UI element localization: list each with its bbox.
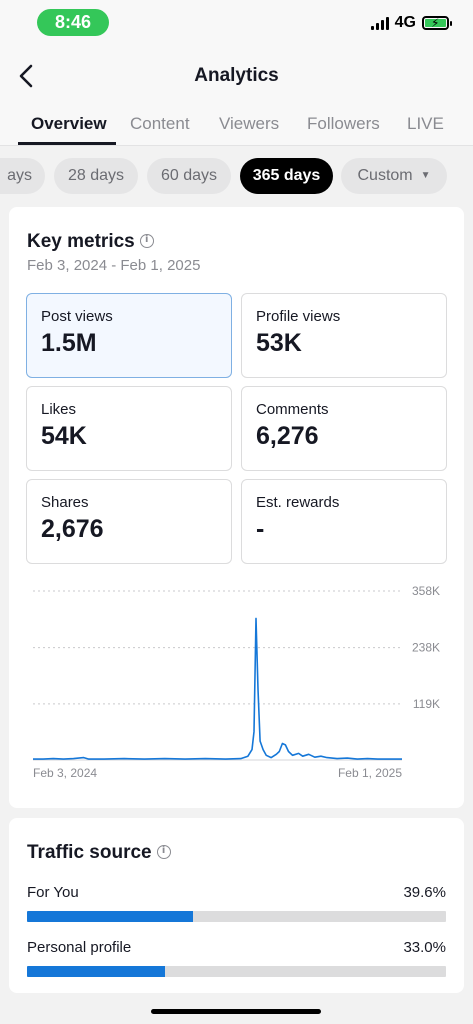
post-views-chart: 119K 238K 358K Feb 3, 2024 Feb 1, 2025 bbox=[33, 585, 440, 780]
traffic-bar-track bbox=[27, 911, 446, 922]
info-icon[interactable] bbox=[139, 234, 154, 248]
range-custom-chip[interactable]: Custom ▼ bbox=[341, 158, 447, 194]
metric-label: Shares bbox=[41, 494, 89, 511]
metric-est-rewards[interactable]: Est. rewards - bbox=[241, 479, 447, 564]
metric-value: 1.5M bbox=[41, 329, 97, 357]
metric-value: 6,276 bbox=[256, 422, 319, 450]
tab-viewers[interactable]: Viewers bbox=[219, 114, 280, 133]
status-bar: 8:46 4G ⚡ bbox=[0, 0, 473, 48]
traffic-label: Personal profile bbox=[27, 939, 132, 956]
metric-profile-views[interactable]: Profile views 53K bbox=[241, 293, 447, 378]
date-range-selector: ays 28 days 60 days 365 days Custom ▼ bbox=[0, 146, 473, 206]
analytics-tabs: Overview Content Viewers Followers LIVE bbox=[0, 104, 473, 146]
x-axis-end-label: Feb 1, 2025 bbox=[338, 766, 402, 780]
y-tick-label: 119K bbox=[413, 697, 440, 711]
caret-down-icon: ▼ bbox=[420, 170, 431, 181]
range-60-days-chip[interactable]: 60 days bbox=[147, 158, 231, 194]
key-metrics-title-text: Key metrics bbox=[27, 231, 135, 252]
metric-label: Est. rewards bbox=[256, 494, 340, 511]
series-line-post-views bbox=[33, 617, 402, 760]
traffic-source-title-text: Traffic source bbox=[27, 842, 152, 863]
traffic-label: For You bbox=[27, 884, 79, 901]
home-indicator[interactable] bbox=[151, 1009, 321, 1014]
battery-charging-icon: ⚡ bbox=[422, 16, 452, 30]
tab-followers[interactable]: Followers bbox=[307, 114, 380, 133]
date-range-label: Feb 3, 2024 - Feb 1, 2025 bbox=[27, 257, 201, 274]
metric-label: Post views bbox=[41, 308, 113, 325]
traffic-percent: 33.0% bbox=[403, 939, 446, 956]
metric-label: Comments bbox=[256, 401, 329, 418]
traffic-bar-track bbox=[27, 966, 446, 977]
traffic-bar-fill bbox=[27, 966, 166, 977]
metric-comments[interactable]: Comments 6,276 bbox=[241, 386, 447, 471]
tab-live[interactable]: LIVE bbox=[407, 114, 444, 133]
tab-overview[interactable]: Overview bbox=[31, 114, 107, 133]
key-metrics-card: Key metrics Feb 3, 2024 - Feb 1, 2025 Po… bbox=[9, 207, 464, 808]
traffic-percent: 39.6% bbox=[403, 884, 446, 901]
range-7-days-chip[interactable]: ays bbox=[0, 158, 45, 194]
metric-value: 2,676 bbox=[41, 515, 104, 543]
metric-value: - bbox=[256, 515, 265, 543]
traffic-bar-fill bbox=[27, 911, 193, 922]
traffic-source-title: Traffic source bbox=[27, 842, 171, 864]
metric-label: Likes bbox=[41, 401, 77, 418]
range-365-days-chip[interactable]: 365 days bbox=[240, 158, 333, 194]
metric-shares[interactable]: Shares 2,676 bbox=[26, 479, 232, 564]
custom-chip-label: Custom bbox=[357, 167, 413, 185]
active-tab-indicator bbox=[18, 142, 116, 145]
range-28-days-chip[interactable]: 28 days bbox=[54, 158, 138, 194]
cellular-signal-icon bbox=[370, 16, 389, 30]
tab-content[interactable]: Content bbox=[130, 114, 190, 133]
y-tick-label: 238K bbox=[412, 641, 440, 655]
metric-post-views[interactable]: Post views 1.5M bbox=[26, 293, 232, 378]
metric-value: 54K bbox=[41, 422, 87, 450]
x-axis-start-label: Feb 3, 2024 bbox=[33, 766, 97, 780]
metric-likes[interactable]: Likes 54K bbox=[26, 386, 232, 471]
metric-value: 53K bbox=[256, 329, 302, 357]
header: Analytics bbox=[0, 48, 473, 104]
metric-label: Profile views bbox=[256, 308, 341, 325]
traffic-source-card: Traffic source For You 39.6% Personal pr… bbox=[9, 818, 464, 993]
back-arrow-icon[interactable] bbox=[14, 62, 40, 90]
page-title: Analytics bbox=[194, 65, 279, 86]
key-metrics-title: Key metrics bbox=[27, 231, 154, 253]
status-time[interactable]: 8:46 bbox=[37, 9, 109, 36]
network-type: 4G bbox=[394, 14, 416, 31]
status-indicators: 4G ⚡ bbox=[370, 14, 452, 32]
y-tick-label: 358K bbox=[412, 585, 440, 598]
info-icon[interactable] bbox=[156, 845, 171, 859]
